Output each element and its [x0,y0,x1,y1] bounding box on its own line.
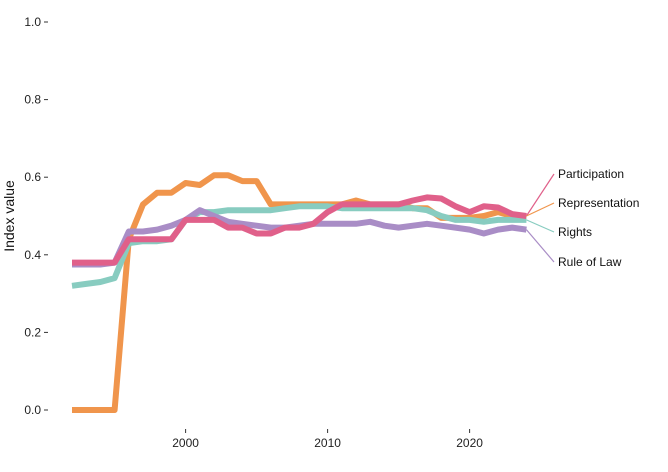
y-tick-label: 0.2 [24,325,41,339]
legend-leader-line [525,229,555,263]
legend-leader-line [526,219,555,233]
y-tick-label: 0.8 [24,93,41,107]
legend-label-participation: Participation [558,167,624,181]
y-tick-label: 0.6 [24,170,41,184]
x-tick-label: 2020 [456,436,483,450]
y-tick-label: 0.4 [24,248,41,262]
series-layer [71,172,527,413]
y-tick-label: 0.0 [24,403,41,417]
series-line-participation [72,194,527,266]
x-tick-label: 2000 [172,436,199,450]
legend-label-rights: Rights [558,225,592,239]
legend-label-representation: Representation [558,196,639,210]
legend-label-rule-of-law: Rule of Law [558,255,622,269]
x-axis: 2000 2010 2020 [172,429,483,450]
y-axis: 0.0 0.2 0.4 0.6 0.8 1.0 [24,15,48,417]
legend-leader-line [526,202,555,217]
x-tick-label: 2010 [314,436,341,450]
y-tick-label: 1.0 [24,15,41,29]
y-axis-title: Index value [1,180,17,252]
direct-legend: Participation Representation Rights Rule of… [525,167,639,269]
legend-leader-line [525,173,555,217]
